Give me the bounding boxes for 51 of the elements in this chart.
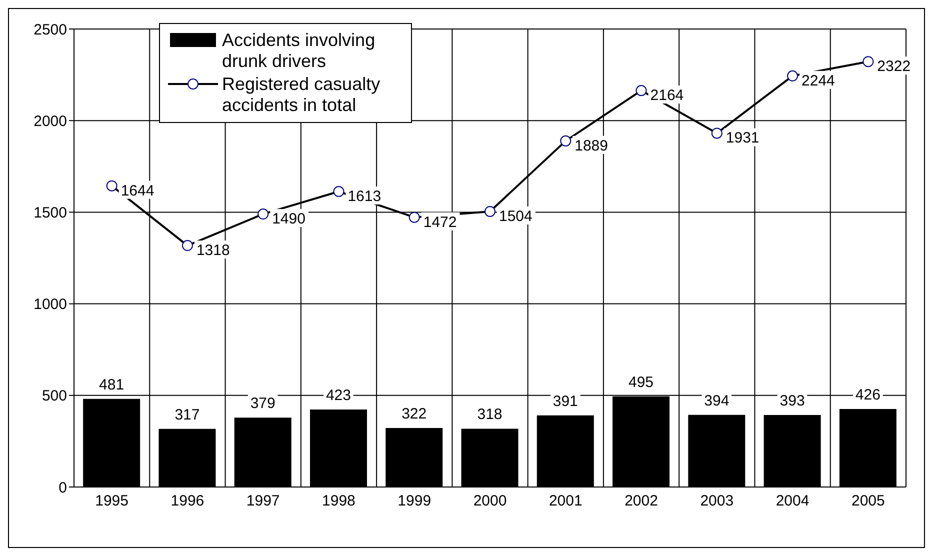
data-label: 2164: [650, 87, 684, 104]
x-tick-label: 1997: [246, 492, 280, 510]
data-label: 393: [780, 392, 805, 410]
bar: [234, 418, 292, 487]
data-label: 394: [704, 392, 730, 410]
bar: [461, 428, 518, 487]
x-tick-label: 1999: [398, 492, 432, 510]
bar: [386, 428, 443, 487]
legend-label: Registered casualty accidents in total: [222, 74, 382, 116]
x-tick-label: 2000: [473, 492, 507, 510]
data-label: 2322: [877, 58, 911, 76]
x-tick-label: 2004: [776, 492, 810, 510]
legend-label: Accidents involving drunk drivers: [222, 30, 376, 72]
y-tick-label: 0: [58, 479, 67, 496]
data-label: 1318: [196, 242, 230, 260]
bar: [688, 414, 746, 487]
bar: [536, 415, 594, 487]
data-label: 1644: [120, 182, 154, 200]
data-label: 322: [402, 406, 427, 423]
data-label: 379: [250, 395, 276, 412]
y-tick-label: 2000: [34, 112, 67, 130]
x-tick-label: 2001: [548, 492, 582, 510]
data-label: 391: [552, 392, 578, 410]
data-label: 1472: [423, 214, 457, 231]
x-tick-label: 2005: [851, 492, 885, 510]
data-label: 2244: [802, 72, 835, 90]
data-label: 1490: [272, 210, 306, 228]
x-tick-label: 2003: [700, 492, 734, 510]
data-label: 495: [628, 374, 654, 391]
bar: [83, 398, 140, 487]
data-label: 1931: [726, 130, 760, 147]
data-label: 426: [855, 386, 880, 404]
y-tick-label: 1000: [34, 296, 67, 314]
y-tick-label: 2500: [34, 21, 67, 38]
y-tick-label: 1500: [34, 204, 67, 222]
bar: [158, 428, 216, 487]
x-tick-label: 1996: [170, 492, 204, 510]
x-tick-label: 1995: [95, 492, 129, 510]
x-tick-label: 1998: [322, 492, 356, 510]
data-label: 1889: [574, 137, 608, 154]
data-label: 317: [174, 406, 200, 424]
bar: [839, 408, 896, 487]
data-label: 481: [99, 376, 124, 394]
y-tick-label: 500: [42, 388, 67, 405]
bar: [310, 410, 367, 487]
x-tick-label: 2002: [624, 492, 658, 510]
data-label: 1613: [348, 188, 382, 205]
bar: [764, 415, 821, 487]
data-label: 1504: [499, 208, 532, 225]
data-label: 423: [326, 387, 351, 404]
data-label: 318: [477, 406, 502, 424]
